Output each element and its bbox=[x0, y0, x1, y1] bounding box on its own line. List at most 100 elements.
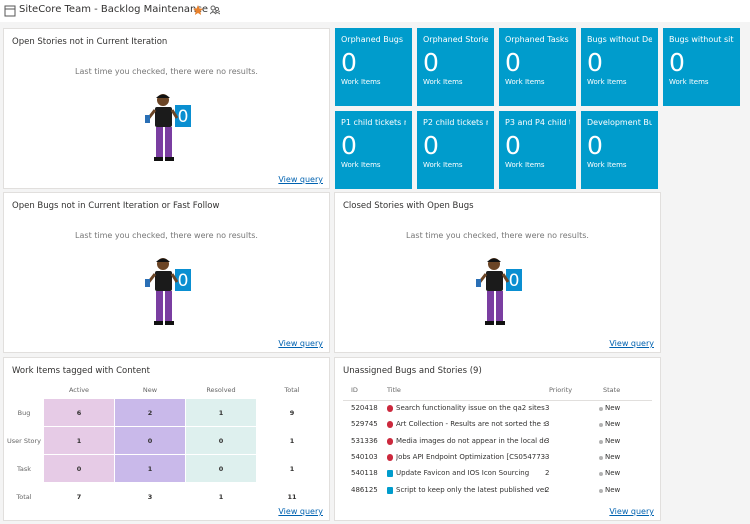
empty-message: Last time you checked, there were no res… bbox=[75, 67, 258, 76]
work-item-title[interactable]: Jobs API Endpoint Optimization [CS054773… bbox=[396, 452, 546, 461]
view-query-link[interactable]: View query bbox=[609, 339, 654, 348]
bug-icon bbox=[387, 421, 393, 429]
work-item-title[interactable]: Art Collection - Results are not sorted … bbox=[396, 420, 546, 429]
state-dot bbox=[599, 455, 603, 460]
work-item-id: 531336 bbox=[351, 436, 378, 445]
work-item-state: New bbox=[605, 404, 621, 412]
tile-label: Work Items bbox=[587, 161, 627, 169]
illustration-figure: 0 bbox=[144, 258, 191, 325]
favorite-star[interactable] bbox=[193, 5, 203, 15]
pivot-cell: 2 bbox=[115, 399, 185, 427]
work-item-priority: 3 bbox=[545, 452, 550, 461]
tile-label: Work Items bbox=[423, 78, 463, 86]
work-item-title[interactable]: Script to keep only the latest published… bbox=[396, 485, 546, 494]
work-item-id: 529745 bbox=[351, 420, 378, 429]
pivot-cell: 3 bbox=[115, 483, 185, 511]
tile-title: Orphaned Bugs bbox=[341, 35, 404, 44]
empty-message: Last time you checked, there were no res… bbox=[406, 231, 589, 240]
row-header: Total bbox=[16, 493, 32, 501]
tile-label: Work Items bbox=[669, 78, 709, 86]
view-query-link[interactable]: View query bbox=[609, 507, 654, 516]
column-header: Title bbox=[387, 386, 401, 394]
tile-title: P3 and P4 child t... bbox=[505, 118, 570, 127]
work-item-state: New bbox=[605, 485, 621, 494]
tile-label: Work Items bbox=[505, 161, 545, 169]
tile-title: Bugs without De... bbox=[587, 35, 652, 44]
tile-label: Work Items bbox=[341, 78, 381, 86]
query-widget: Open Stories not in Current Iteration Las… bbox=[3, 28, 330, 189]
pivot-cell: 1 bbox=[186, 483, 256, 511]
work-item-priority: 2 bbox=[545, 469, 550, 478]
column-header: New bbox=[142, 386, 158, 394]
view-query-link[interactable]: View query bbox=[278, 507, 323, 516]
pivot-cell: 11 bbox=[257, 483, 327, 511]
story-icon bbox=[387, 470, 393, 478]
pivot-cell: 0 bbox=[186, 455, 256, 483]
view-query-link[interactable]: View query bbox=[278, 339, 323, 348]
work-item-state: New bbox=[605, 420, 621, 429]
pivot-cell: 0 bbox=[44, 455, 114, 483]
work-item-state: New bbox=[605, 452, 621, 461]
empty-message: Last time you checked, there were no res… bbox=[75, 231, 258, 240]
work-item-title[interactable]: Search functionality issue on the qa2 si… bbox=[396, 404, 545, 412]
query-tile[interactable]: Orphaned Bugs 0 Work Items bbox=[335, 28, 412, 106]
work-item-priority: 3 bbox=[545, 420, 550, 429]
view-query-link[interactable]: View query bbox=[278, 175, 323, 184]
state-dot bbox=[599, 423, 603, 428]
work-item-title[interactable]: Update Favicon and IOS Icon Sourcing bbox=[396, 469, 530, 478]
tile-label: Work Items bbox=[341, 161, 381, 169]
dashboard-title: SiteCore Team - Backlog Maintenance ... bbox=[19, 4, 221, 15]
tile-count: 0 bbox=[587, 48, 603, 77]
header-divider bbox=[343, 400, 652, 401]
dashboard-icon bbox=[4, 5, 16, 17]
work-item-priority: 3 bbox=[545, 404, 550, 412]
row-header: Task bbox=[16, 465, 32, 473]
widget-title: Unassigned Bugs and Stories (9) bbox=[343, 366, 482, 376]
tile-title: Development Bu... bbox=[587, 118, 652, 127]
query-widget: Closed Stories with Open Bugs Last time y… bbox=[334, 192, 661, 353]
pivot-cell: 1 bbox=[257, 427, 327, 455]
bug-icon bbox=[387, 437, 393, 445]
bug-icon bbox=[387, 453, 393, 461]
widget-title: Open Stories not in Current Iteration bbox=[12, 37, 168, 47]
state-dot bbox=[599, 488, 603, 493]
work-item-id: 540103 bbox=[351, 452, 378, 461]
widget-title: Open Bugs not in Current Iteration or Fa… bbox=[12, 201, 220, 211]
pivot-cell: 0 bbox=[186, 427, 256, 455]
illustration: 0 bbox=[142, 255, 192, 335]
pivot-cell: 7 bbox=[44, 483, 114, 511]
tile-label: Work Items bbox=[505, 78, 545, 86]
work-item-state: New bbox=[605, 436, 621, 445]
query-widget: Open Bugs not in Current Iteration or Fa… bbox=[3, 192, 330, 353]
illustration: 0 bbox=[142, 91, 192, 171]
tile-count: 0 bbox=[587, 131, 603, 160]
tile-title: P2 child tickets n... bbox=[423, 118, 488, 127]
row-header: User Story bbox=[6, 437, 42, 445]
state-dot bbox=[599, 439, 603, 444]
illustration: 0 bbox=[473, 255, 523, 335]
query-tile[interactable]: Orphaned Tasks 0 Work Items bbox=[499, 28, 576, 106]
state-dot bbox=[599, 472, 603, 477]
work-item-id: 520418 bbox=[351, 404, 378, 412]
column-header: Priority bbox=[549, 386, 573, 394]
tile-label: Work Items bbox=[587, 78, 627, 86]
tile-count: 0 bbox=[341, 131, 357, 160]
team-icon[interactable] bbox=[210, 5, 220, 15]
work-item-id: 540118 bbox=[351, 469, 378, 478]
pivot-cell: 1 bbox=[186, 399, 256, 427]
work-item-title[interactable]: Media images do not appear in the local … bbox=[396, 436, 546, 445]
query-tile[interactable]: Bugs without sit... 0 Work Items bbox=[663, 28, 740, 106]
state-dot bbox=[599, 407, 603, 411]
query-table-widget: Unassigned Bugs and Stories (9) ID Title Pr… bbox=[334, 357, 661, 521]
pivot-cell: 1 bbox=[44, 427, 114, 455]
illustration-badge: 0 bbox=[177, 271, 188, 291]
query-tile[interactable]: Orphaned Stories 0 Work Items bbox=[417, 28, 494, 106]
illustration-badge: 0 bbox=[508, 271, 519, 291]
pivot-cell: 1 bbox=[115, 455, 185, 483]
